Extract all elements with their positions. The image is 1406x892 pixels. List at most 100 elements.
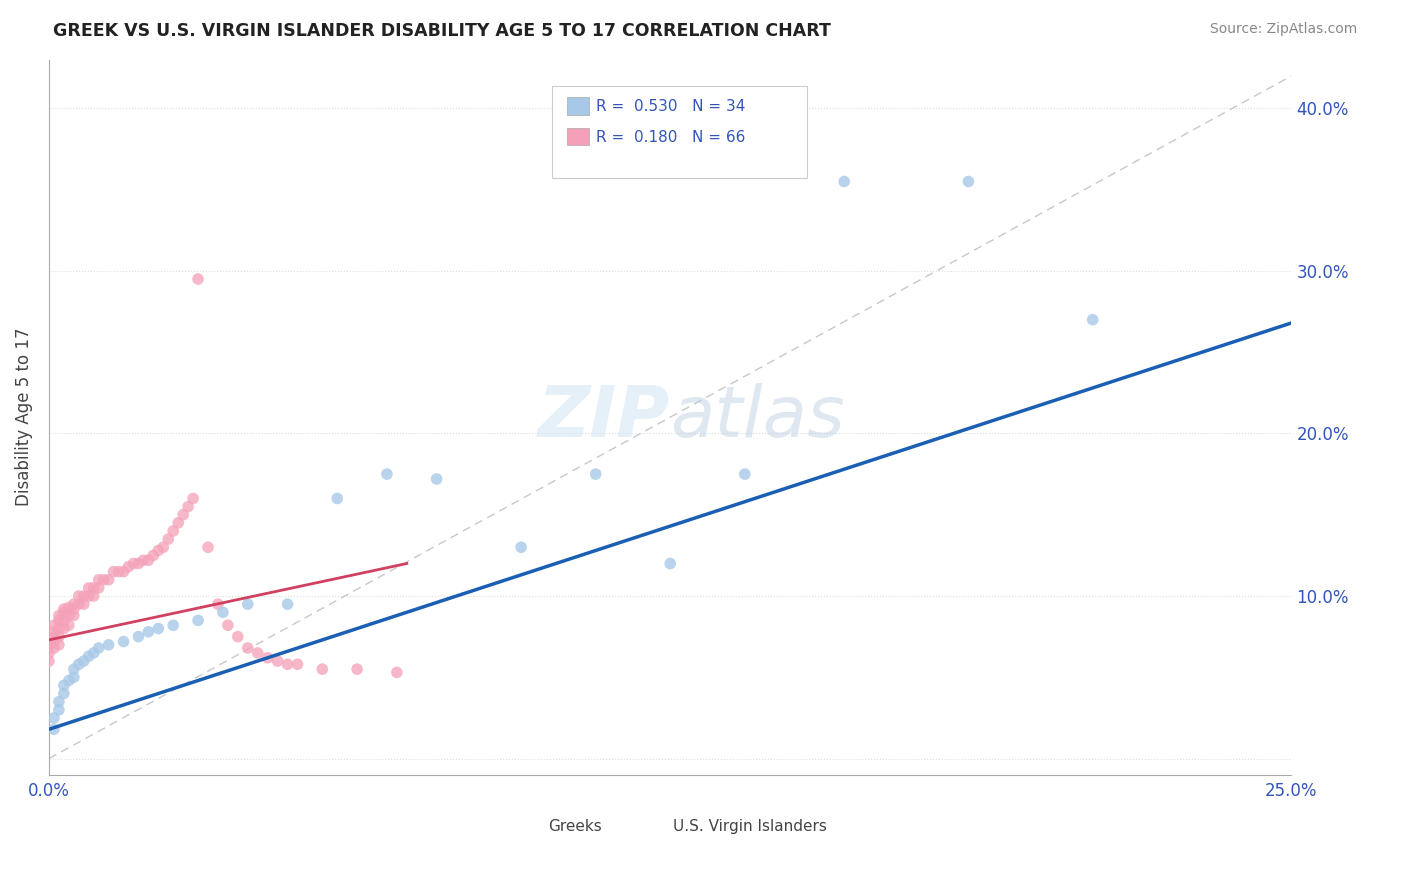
Point [138,553,160,567]
Point [127,557,149,571]
Point [42,624,65,639]
Text: Source: ZipAtlas.com: Source: ZipAtlas.com [1209,22,1357,37]
Point [385,665,408,680]
Point [77,589,100,603]
Point [127,630,149,644]
Point [73,589,96,603]
Point [181,491,204,506]
Point [67,657,90,672]
Point [63,602,86,616]
Point [48,630,70,644]
Point [277,597,299,611]
Point [167,516,190,530]
Point [212,605,235,619]
Point [77,649,100,664]
Point [52,602,75,616]
Point [207,597,229,611]
Point [326,491,349,506]
Point [287,657,309,672]
Point [38,638,60,652]
Point [142,549,165,563]
Point [48,614,70,628]
Point [63,662,86,676]
Point [103,565,125,579]
Point [187,614,209,628]
Point [236,597,259,611]
Point [73,654,96,668]
Point [58,600,80,615]
Y-axis label: Disability Age 5 to 17: Disability Age 5 to 17 [15,328,32,507]
Point [42,640,65,655]
Point [48,622,70,636]
Point [52,678,75,692]
Point [58,673,80,688]
Point [659,557,682,571]
Point [217,618,239,632]
Point [277,657,299,672]
Point [510,541,533,555]
Point [148,622,170,636]
Bar [519,814,544,828]
Point [48,695,70,709]
Point [152,541,174,555]
Point [63,597,86,611]
Point [256,650,278,665]
Point [67,589,90,603]
Point [77,581,100,595]
Point [58,608,80,623]
Point [87,573,110,587]
Point [236,640,259,655]
Bar [567,128,589,145]
Point [42,723,65,737]
Point [93,573,115,587]
Point [67,597,90,611]
Point [311,662,333,676]
Point [42,634,65,648]
Point [957,174,980,188]
Text: Greeks: Greeks [548,819,602,834]
Point [226,630,249,644]
Point [117,559,139,574]
Point [246,646,269,660]
Point [38,646,60,660]
Point [1081,312,1104,326]
Point [832,174,855,188]
Point [42,618,65,632]
Point [83,581,105,595]
Point [63,670,86,684]
Point [52,605,75,619]
Point [83,589,105,603]
Point [132,553,155,567]
Point [107,565,129,579]
Point [52,614,75,628]
Text: GREEK VS U.S. VIRGIN ISLANDER DISABILITY AGE 5 TO 17 CORRELATION CHART: GREEK VS U.S. VIRGIN ISLANDER DISABILITY… [53,22,831,40]
Point [172,508,194,522]
Point [63,608,86,623]
Point [346,662,368,676]
Point [48,608,70,623]
Point [52,622,75,636]
Bar [641,814,666,828]
Point [42,711,65,725]
FancyBboxPatch shape [553,86,807,178]
Point [52,687,75,701]
Point [148,543,170,558]
Point [162,618,184,632]
Point [73,597,96,611]
Text: ZIP: ZIP [538,383,671,451]
Point [162,524,184,538]
Point [585,467,607,482]
Point [48,638,70,652]
Point [112,634,135,648]
Point [734,467,756,482]
Point [375,467,398,482]
Text: atlas: atlas [671,383,845,451]
Text: R =  0.180   N = 66: R = 0.180 N = 66 [596,129,745,145]
Point [177,500,200,514]
Point [87,581,110,595]
Text: R =  0.530   N = 34: R = 0.530 N = 34 [596,99,745,114]
Point [83,646,105,660]
Point [426,472,449,486]
Point [112,565,135,579]
Point [138,624,160,639]
